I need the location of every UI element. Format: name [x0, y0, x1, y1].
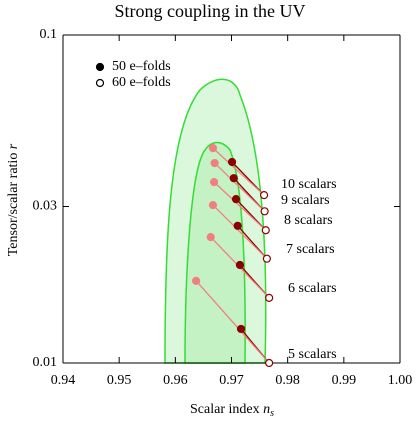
x-tick-label: 0.97 [219, 373, 244, 388]
point [265, 293, 274, 302]
x-axis-label-sub: s [270, 408, 274, 419]
annotation: 6 scalars [288, 281, 337, 296]
connector [213, 181, 267, 231]
legend-marker [95, 78, 105, 88]
point [260, 207, 269, 216]
legend-label: 50 e–folds [112, 59, 171, 74]
point [208, 200, 218, 210]
x-tick-label: 0.99 [332, 373, 357, 388]
x-axis-label: Scalar index ns [190, 402, 274, 419]
point [208, 144, 218, 153]
x-tick-label: 0.96 [163, 373, 188, 388]
x-tick-label: 0.95 [107, 373, 132, 388]
point [261, 226, 270, 235]
y-tick-label: 0.01 [33, 355, 58, 370]
annotation: 5 scalars [288, 347, 337, 362]
x-tick-label: 0.94 [51, 373, 76, 388]
x-tick-label: 1.00 [388, 373, 413, 388]
connector [212, 204, 268, 260]
point [233, 221, 242, 230]
y-tick-label: 0.03 [33, 199, 58, 214]
point [227, 157, 237, 167]
connector [195, 280, 270, 364]
point [262, 254, 271, 263]
y-tick-label: 0.1 [40, 27, 58, 42]
x-axis-label-var: n [263, 402, 270, 417]
y-axis-label: Tensor/scalar ratio r [6, 143, 21, 256]
connector [214, 162, 266, 212]
point [235, 260, 245, 270]
y-axis-label-var: r [6, 143, 21, 149]
annotation: 8 scalars [284, 213, 333, 228]
point [210, 158, 219, 168]
point [209, 178, 219, 187]
annotation: 7 scalars [286, 242, 335, 257]
point [206, 233, 215, 242]
point [259, 191, 269, 200]
point [192, 276, 201, 285]
y-axis-label-text: Tensor/scalar ratio [6, 149, 21, 256]
legend-label: 60 e–folds [112, 75, 171, 90]
connector [212, 147, 265, 196]
x-tick-label: 0.98 [275, 373, 300, 388]
x-axis-label-text: Scalar index [190, 402, 263, 417]
point [236, 324, 246, 334]
point [265, 358, 274, 368]
legend-marker [95, 62, 105, 72]
annotation: 10 scalars [281, 177, 337, 192]
point [231, 195, 241, 204]
point [229, 174, 238, 183]
annotation: 9 scalars [281, 193, 330, 208]
chart-title: Strong coupling in the UV [115, 1, 306, 21]
